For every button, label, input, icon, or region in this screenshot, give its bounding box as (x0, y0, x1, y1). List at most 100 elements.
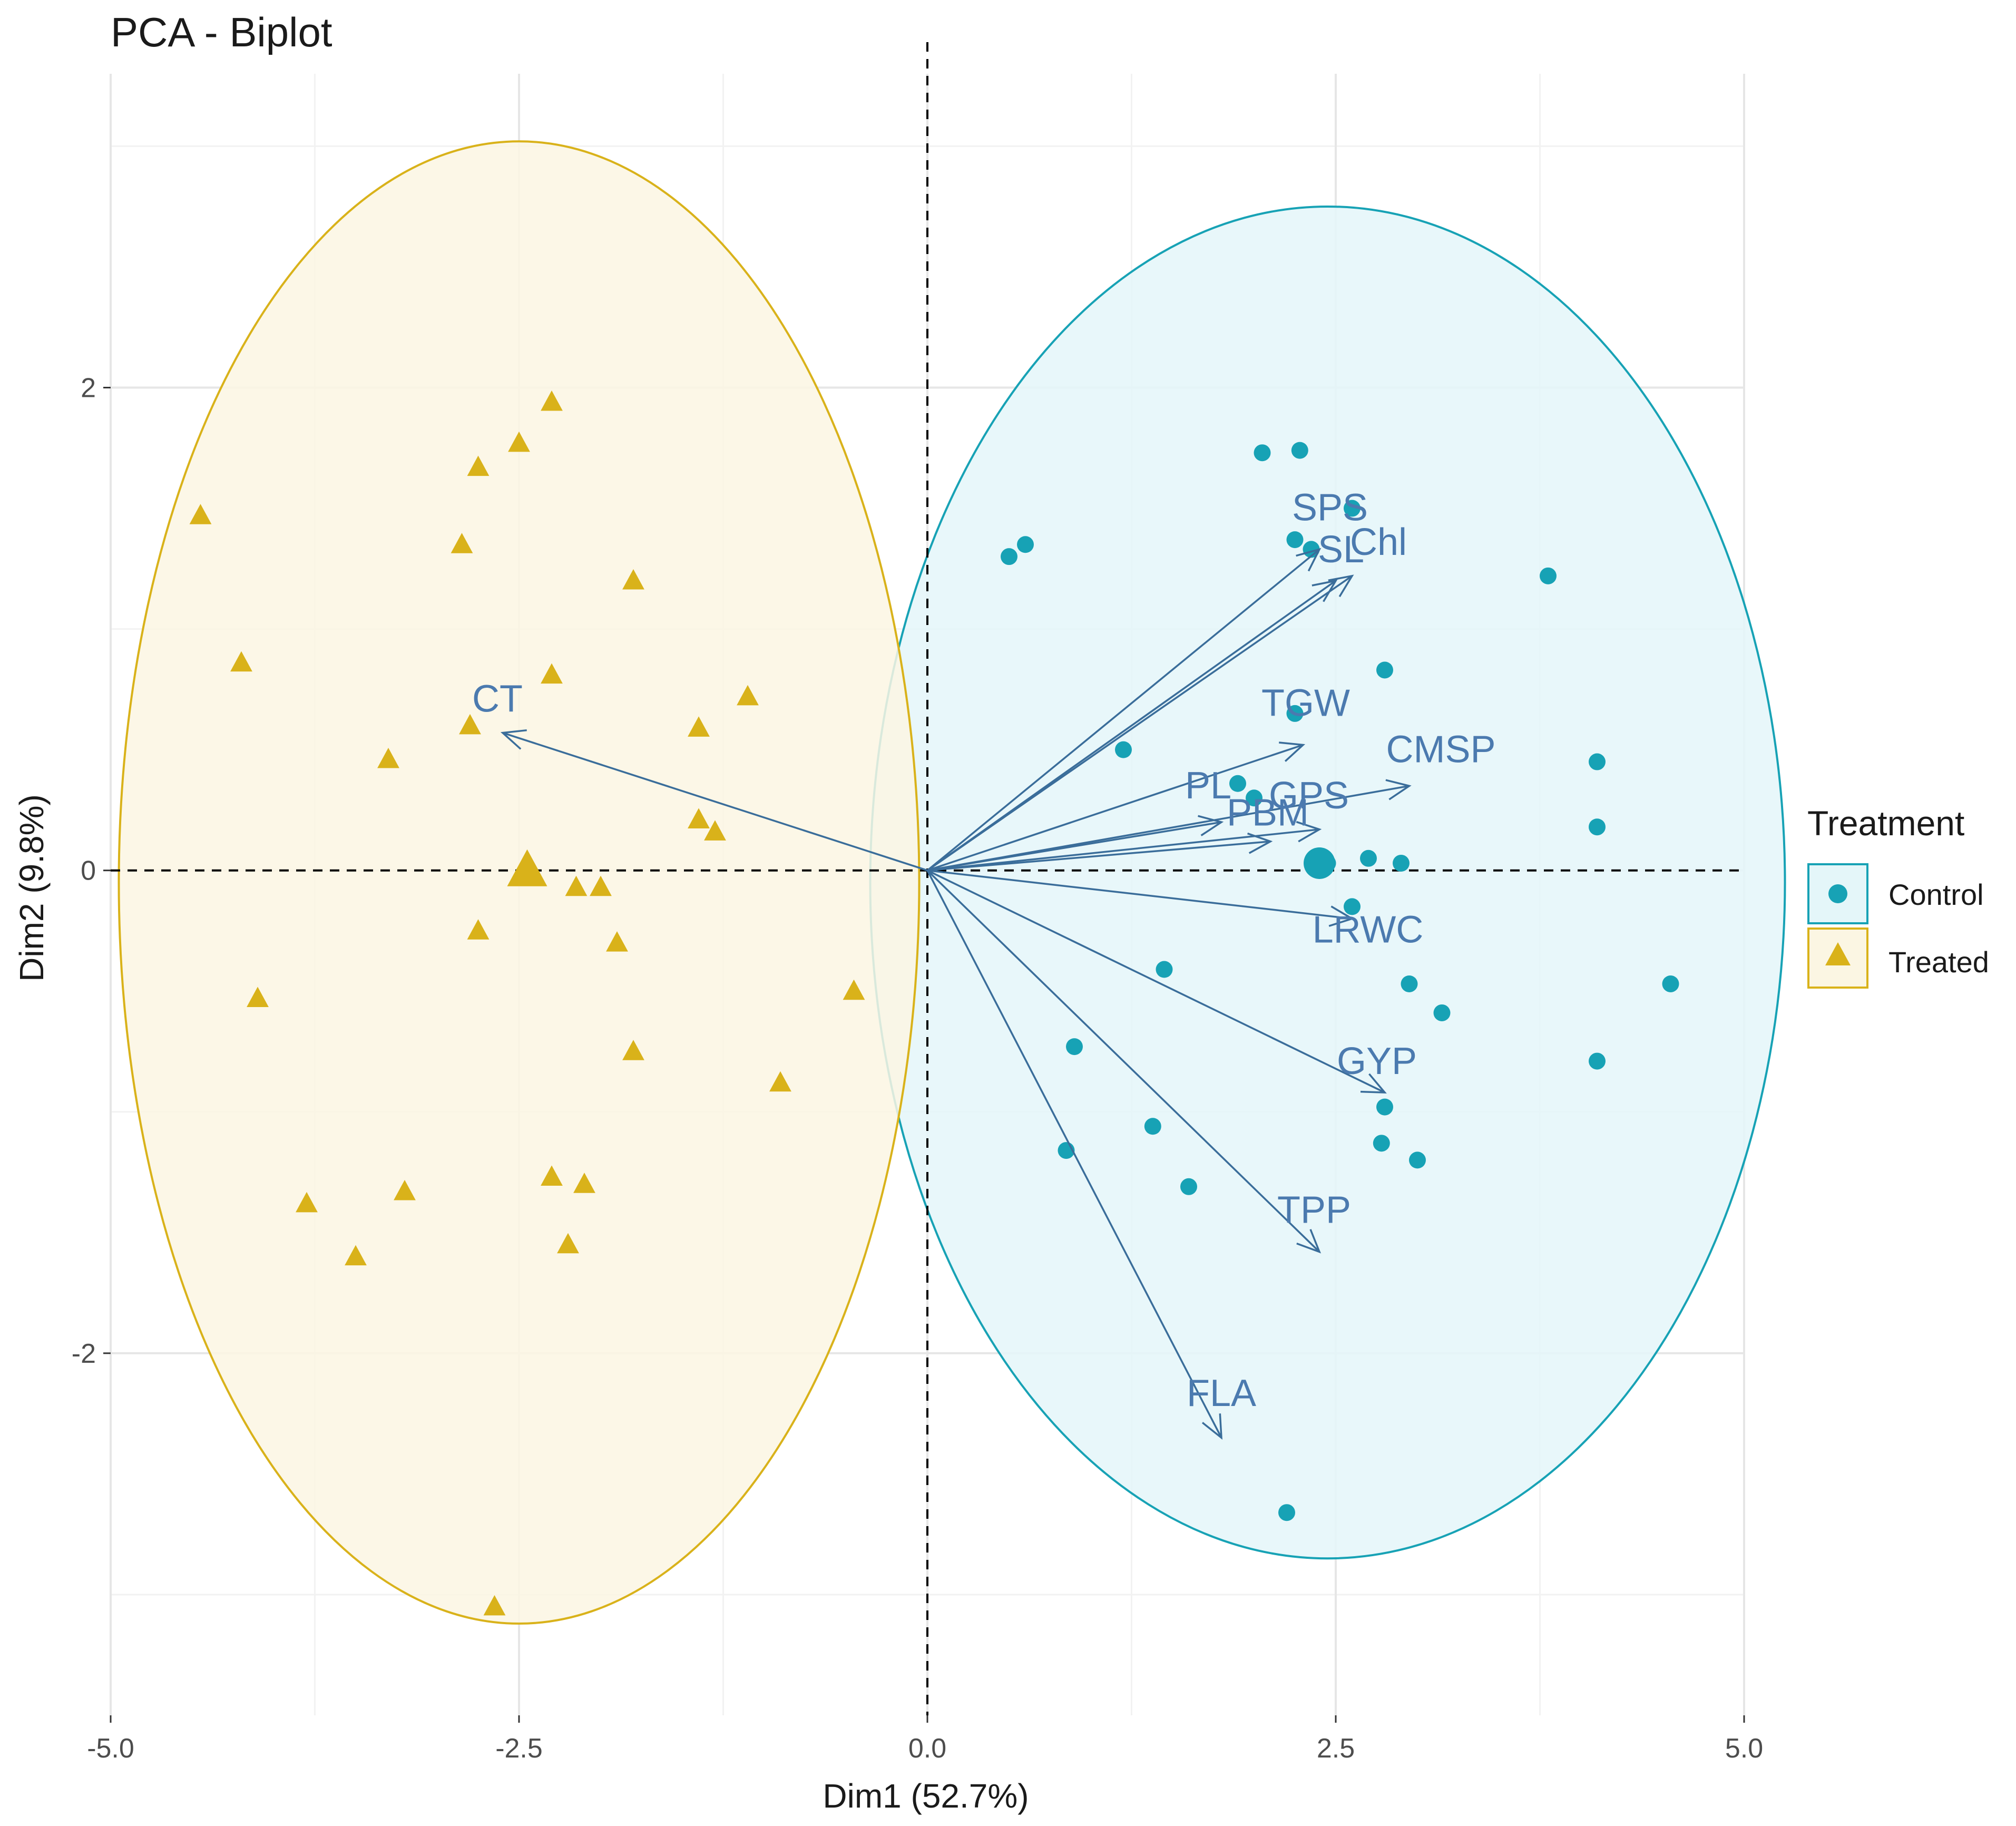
data-point-treated (467, 455, 490, 476)
data-point-treated (394, 1179, 416, 1200)
variable-label-pl: PL (1185, 765, 1231, 807)
variable-label-tgw: TGW (1261, 682, 1350, 724)
data-point-control (1373, 1135, 1390, 1152)
variable-label-pbm: PBM (1227, 792, 1309, 834)
arrowhead-sl (1312, 579, 1338, 602)
variable-label-lrwc: LRWC (1313, 909, 1424, 951)
legend-entry-control: Control (1807, 863, 1984, 924)
data-point-control (1589, 753, 1606, 770)
arrow-tpp (926, 870, 1320, 1253)
variable-label-sl: SL (1318, 529, 1364, 571)
legend-triangle-icon (1825, 942, 1851, 965)
data-point-control (1254, 444, 1271, 462)
y-tick-label: 2 (81, 373, 96, 404)
arrowhead-lrwc (1328, 905, 1355, 927)
data-point-treated (606, 931, 628, 952)
data-point-control (1344, 500, 1361, 517)
arrow-pbm (927, 840, 1271, 872)
legend-entry-treated: Treated (1807, 927, 1989, 989)
data-point-control (1376, 661, 1393, 679)
data-point-control (1376, 1098, 1393, 1116)
data-point-control (1144, 1118, 1161, 1135)
data-point-treated (704, 820, 726, 841)
data-point-treated (769, 1071, 791, 1092)
data-point-treated (688, 808, 710, 828)
arrow-gyp (927, 870, 1385, 1093)
data-point-control (1229, 775, 1246, 792)
data-point-control (1278, 1504, 1295, 1521)
data-point-control (1180, 1178, 1197, 1195)
data-point-control (1360, 849, 1377, 867)
arrowhead-cmsp (1385, 779, 1412, 800)
data-point-control (1001, 548, 1017, 565)
data-point-control (1589, 818, 1606, 836)
data-point-control (1589, 1052, 1606, 1070)
data-point-control (1409, 1151, 1426, 1169)
data-point-control (1286, 531, 1304, 549)
individual-points (189, 390, 1679, 1616)
data-point-treated (541, 663, 563, 684)
data-point-control (1662, 975, 1679, 992)
arrowhead-gyp (1360, 1073, 1387, 1094)
data-point-control (1286, 705, 1304, 722)
data-point-treated (565, 875, 588, 896)
arrowhead-chl (1328, 574, 1354, 598)
variable-label-chl: Chl (1350, 521, 1407, 563)
data-point-treated (483, 1595, 506, 1616)
variable-label-gps: GPS (1269, 775, 1349, 817)
arrowhead-tpp (1296, 1229, 1322, 1254)
ellipse-control (869, 205, 1786, 1560)
arrowhead-pl (1198, 815, 1224, 836)
data-point-treated (189, 504, 212, 524)
variable-label-cmsp: CMSP (1386, 728, 1495, 770)
data-point-treated (573, 1173, 595, 1193)
arrowhead-gps (1296, 821, 1322, 843)
data-point-control (1017, 536, 1034, 553)
data-point-control (1156, 961, 1173, 978)
variable-label-tpp: TPP (1277, 1189, 1351, 1231)
arrow-fla (926, 870, 1222, 1439)
data-point-treated (247, 987, 269, 1007)
arrow-chl (927, 575, 1353, 872)
data-point-treated (230, 651, 252, 672)
variable-label-sps: SPS (1292, 486, 1368, 529)
x-tick-label: 0.0 (908, 1733, 946, 1764)
data-point-treated (296, 1192, 318, 1213)
x-tick-label: -5.0 (87, 1733, 134, 1764)
arrowhead-sps (1296, 548, 1322, 572)
arrowhead-ct (500, 729, 527, 750)
x-tick-label: -2.5 (495, 1733, 543, 1764)
group-mean-control (1304, 847, 1335, 879)
arrow-tgw (927, 744, 1304, 872)
data-point-treated (508, 431, 530, 452)
x-tick-label: 2.5 (1317, 1733, 1355, 1764)
variable-label-gyp: GYP (1337, 1040, 1417, 1082)
data-point-treated (688, 716, 710, 737)
data-point-control (1401, 975, 1418, 992)
data-point-treated (451, 533, 473, 553)
group-mean-treated (507, 849, 547, 886)
variable-label-fla: FLA (1187, 1372, 1256, 1414)
data-point-control (1540, 567, 1557, 584)
data-point-control (1115, 741, 1132, 758)
data-point-treated (622, 1040, 644, 1060)
variable-label-ct: CT (472, 678, 523, 720)
y-tick-label: 0 (81, 856, 96, 886)
legend: Treatment Control Treated (1807, 804, 1989, 989)
data-point-treated (557, 1233, 579, 1254)
arrow-sps (926, 549, 1320, 872)
data-point-treated (590, 875, 612, 896)
data-point-treated (467, 919, 490, 940)
data-point-control (1433, 1004, 1451, 1021)
data-point-treated (737, 685, 759, 706)
arrowhead-tgw (1279, 741, 1306, 762)
data-point-treated (377, 747, 399, 768)
y-tick-label: -2 (72, 1339, 96, 1369)
data-point-control (1246, 789, 1263, 807)
legend-title: Treatment (1807, 804, 1964, 843)
data-point-control (1291, 442, 1308, 459)
variable-arrows (500, 548, 1412, 1440)
legend-label-control: Control (1888, 878, 1984, 911)
